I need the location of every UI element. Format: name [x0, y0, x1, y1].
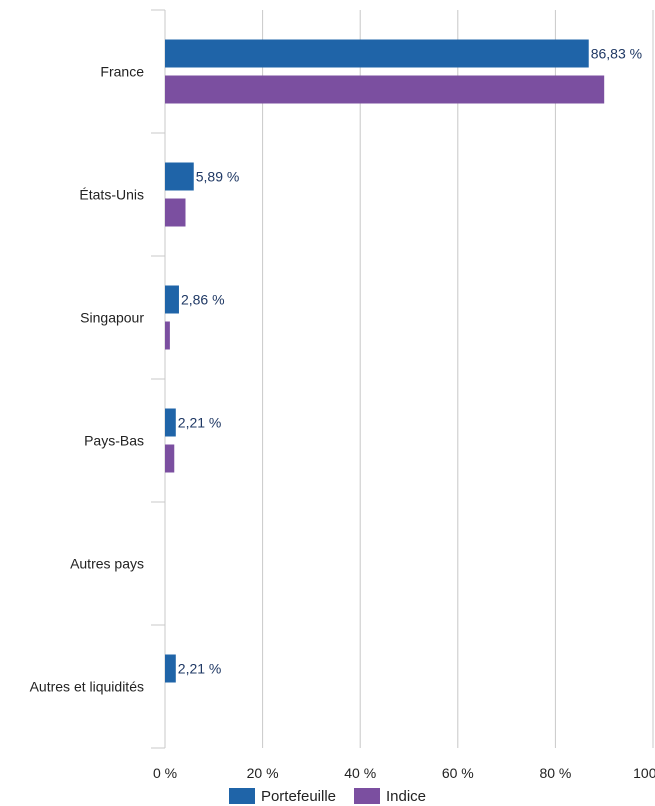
bar-portefeuille: [165, 162, 194, 191]
bar-portefeuille: [165, 285, 179, 314]
bar-portefeuille: [165, 39, 589, 68]
x-tick-label: 80 %: [539, 765, 571, 781]
category-label: France: [100, 64, 144, 80]
x-tick-label: 100 %: [633, 765, 655, 781]
legend: Portefeuille Indice: [0, 786, 655, 806]
data-label: 2,21 %: [178, 661, 222, 677]
category-label: Singapour: [80, 310, 144, 326]
data-label: 5,89 %: [196, 169, 240, 185]
bar-portefeuille: [165, 408, 176, 437]
bar-indice: [165, 198, 186, 227]
data-label: 2,21 %: [178, 415, 222, 431]
data-label: 86,83 %: [591, 46, 642, 62]
legend-label-indice: Indice: [386, 787, 427, 805]
x-tick-label: 40 %: [344, 765, 376, 781]
x-tick-label: 20 %: [247, 765, 279, 781]
bar-indice: [165, 75, 605, 104]
x-tick-label: 0 %: [153, 765, 177, 781]
x-tick-label: 60 %: [442, 765, 474, 781]
legend-swatch-indice: [354, 788, 380, 804]
bar-indice: [165, 444, 175, 473]
chart: 0 % 20 % 40 % 60 % 80 % 100 % France États-Unis…: [30, 9, 655, 781]
bar-indice: [165, 321, 170, 350]
category-label: Autres pays: [70, 556, 144, 572]
legend-item-indice: Indice: [354, 788, 426, 805]
bar-portefeuille: [165, 654, 176, 683]
category-label: Pays-Bas: [84, 433, 144, 449]
legend-label-portefeuille: Portefeuille: [260, 787, 336, 805]
category-label: Autres et liquidités: [30, 679, 144, 695]
category-label: États-Unis: [79, 187, 144, 203]
legend-item-portefeuille: Portefeuille: [228, 787, 336, 805]
legend-swatch-portefeuille: [228, 788, 255, 804]
data-label: 2,86 %: [181, 292, 225, 308]
